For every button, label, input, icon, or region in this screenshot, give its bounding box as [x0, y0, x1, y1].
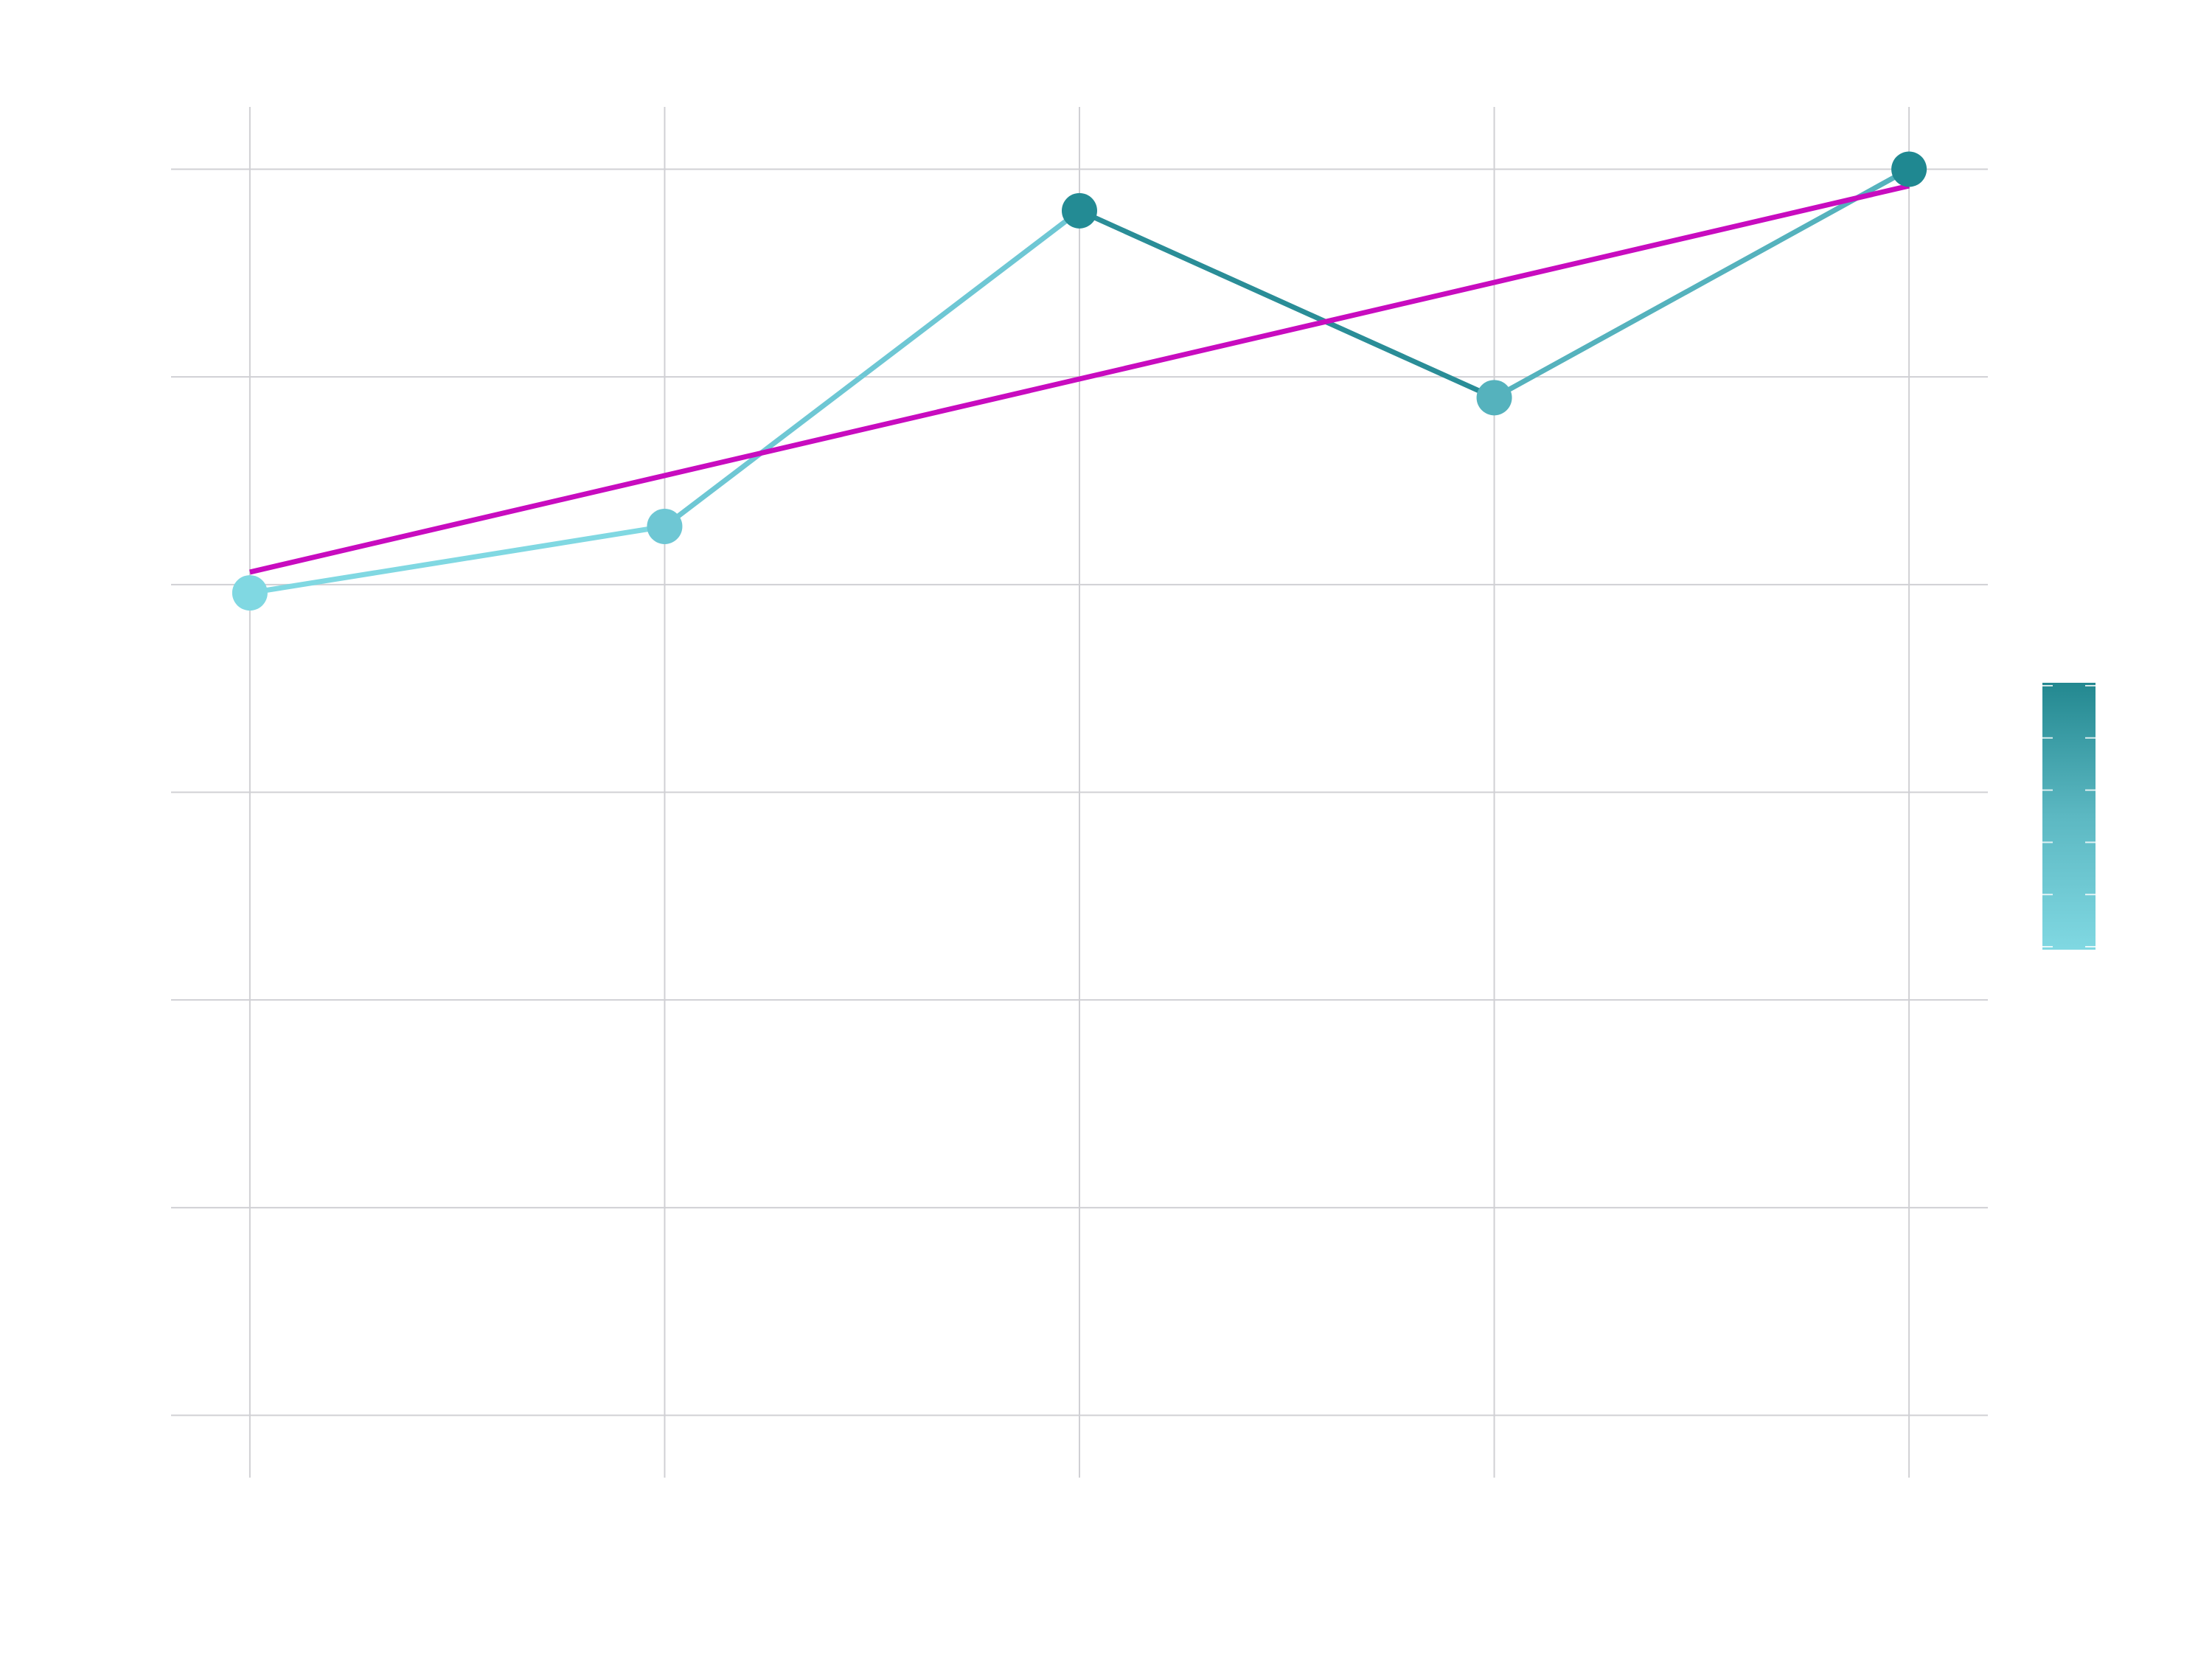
data-point-1	[647, 508, 683, 544]
data-point-4	[1891, 151, 1927, 187]
data-point-2	[1062, 192, 1097, 229]
data-series-line	[247, 167, 1912, 596]
series-segment-3	[1492, 167, 1912, 400]
colorbar-gradient-bar	[2042, 683, 2096, 950]
grid	[171, 107, 1988, 1478]
trend-line	[249, 183, 1910, 575]
series-segment-2	[1077, 208, 1498, 400]
series-segment-0	[247, 524, 667, 596]
data-point-0	[232, 575, 268, 611]
series-segment-1	[661, 208, 1082, 529]
colorbar	[2042, 683, 2096, 950]
trend-line-group	[249, 183, 1910, 575]
data-point-3	[1476, 380, 1512, 416]
data-markers	[232, 151, 1927, 611]
